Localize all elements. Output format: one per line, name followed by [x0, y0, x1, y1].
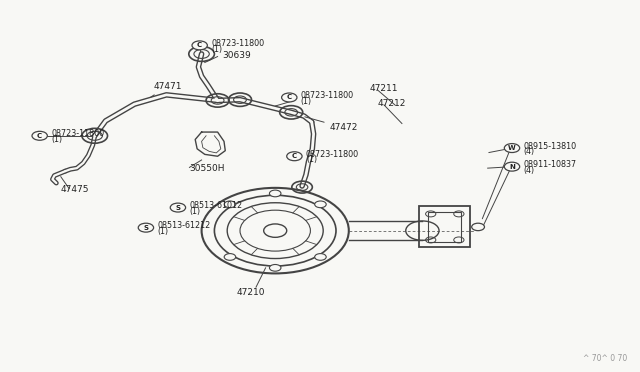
Text: 47471: 47471	[151, 81, 182, 97]
Circle shape	[504, 162, 520, 171]
Circle shape	[170, 203, 186, 212]
Text: C: C	[197, 42, 202, 48]
Text: (1): (1)	[306, 155, 317, 164]
Text: 47212: 47212	[378, 99, 406, 108]
Circle shape	[282, 93, 297, 102]
Text: (1): (1)	[51, 135, 62, 144]
Circle shape	[504, 144, 520, 153]
Text: (1): (1)	[189, 207, 200, 216]
Text: 08723-11800: 08723-11800	[306, 150, 359, 159]
Circle shape	[287, 152, 302, 161]
Text: 08513-61012: 08513-61012	[189, 201, 243, 210]
Text: 30639: 30639	[223, 51, 252, 60]
Text: 08723-11800: 08723-11800	[301, 91, 354, 100]
Text: 47472: 47472	[305, 117, 358, 132]
Bar	[428, 212, 461, 242]
Text: 08513-61212: 08513-61212	[157, 221, 211, 230]
Text: (4): (4)	[524, 166, 534, 175]
Circle shape	[138, 223, 154, 232]
Circle shape	[32, 131, 47, 140]
Text: 08723-11800: 08723-11800	[51, 129, 104, 138]
Text: 08915-13810: 08915-13810	[524, 142, 577, 151]
Circle shape	[315, 201, 326, 208]
Text: C: C	[292, 153, 297, 159]
Text: 30550H: 30550H	[189, 164, 225, 173]
Text: 47210: 47210	[237, 288, 265, 296]
Text: (1): (1)	[301, 97, 312, 106]
Circle shape	[224, 201, 236, 208]
Text: (1): (1)	[157, 227, 168, 236]
Text: ^ 70^ 0 70: ^ 70^ 0 70	[583, 354, 627, 363]
Text: 47211: 47211	[370, 84, 399, 93]
Circle shape	[315, 254, 326, 260]
Text: 08723-11800: 08723-11800	[211, 39, 264, 48]
Text: W: W	[508, 145, 516, 151]
Circle shape	[192, 41, 207, 50]
Text: C: C	[37, 133, 42, 139]
Circle shape	[224, 254, 236, 260]
Text: (4): (4)	[524, 147, 534, 156]
Text: (1): (1)	[211, 45, 222, 54]
Circle shape	[269, 190, 281, 197]
Text: S: S	[143, 225, 148, 231]
Bar	[419, 206, 470, 247]
Text: 47475: 47475	[61, 185, 90, 194]
Circle shape	[269, 264, 281, 271]
Text: N: N	[509, 164, 515, 170]
Text: S: S	[175, 205, 180, 211]
Circle shape	[472, 223, 484, 231]
Text: C: C	[287, 94, 292, 100]
Text: 08911-10837: 08911-10837	[524, 160, 577, 169]
